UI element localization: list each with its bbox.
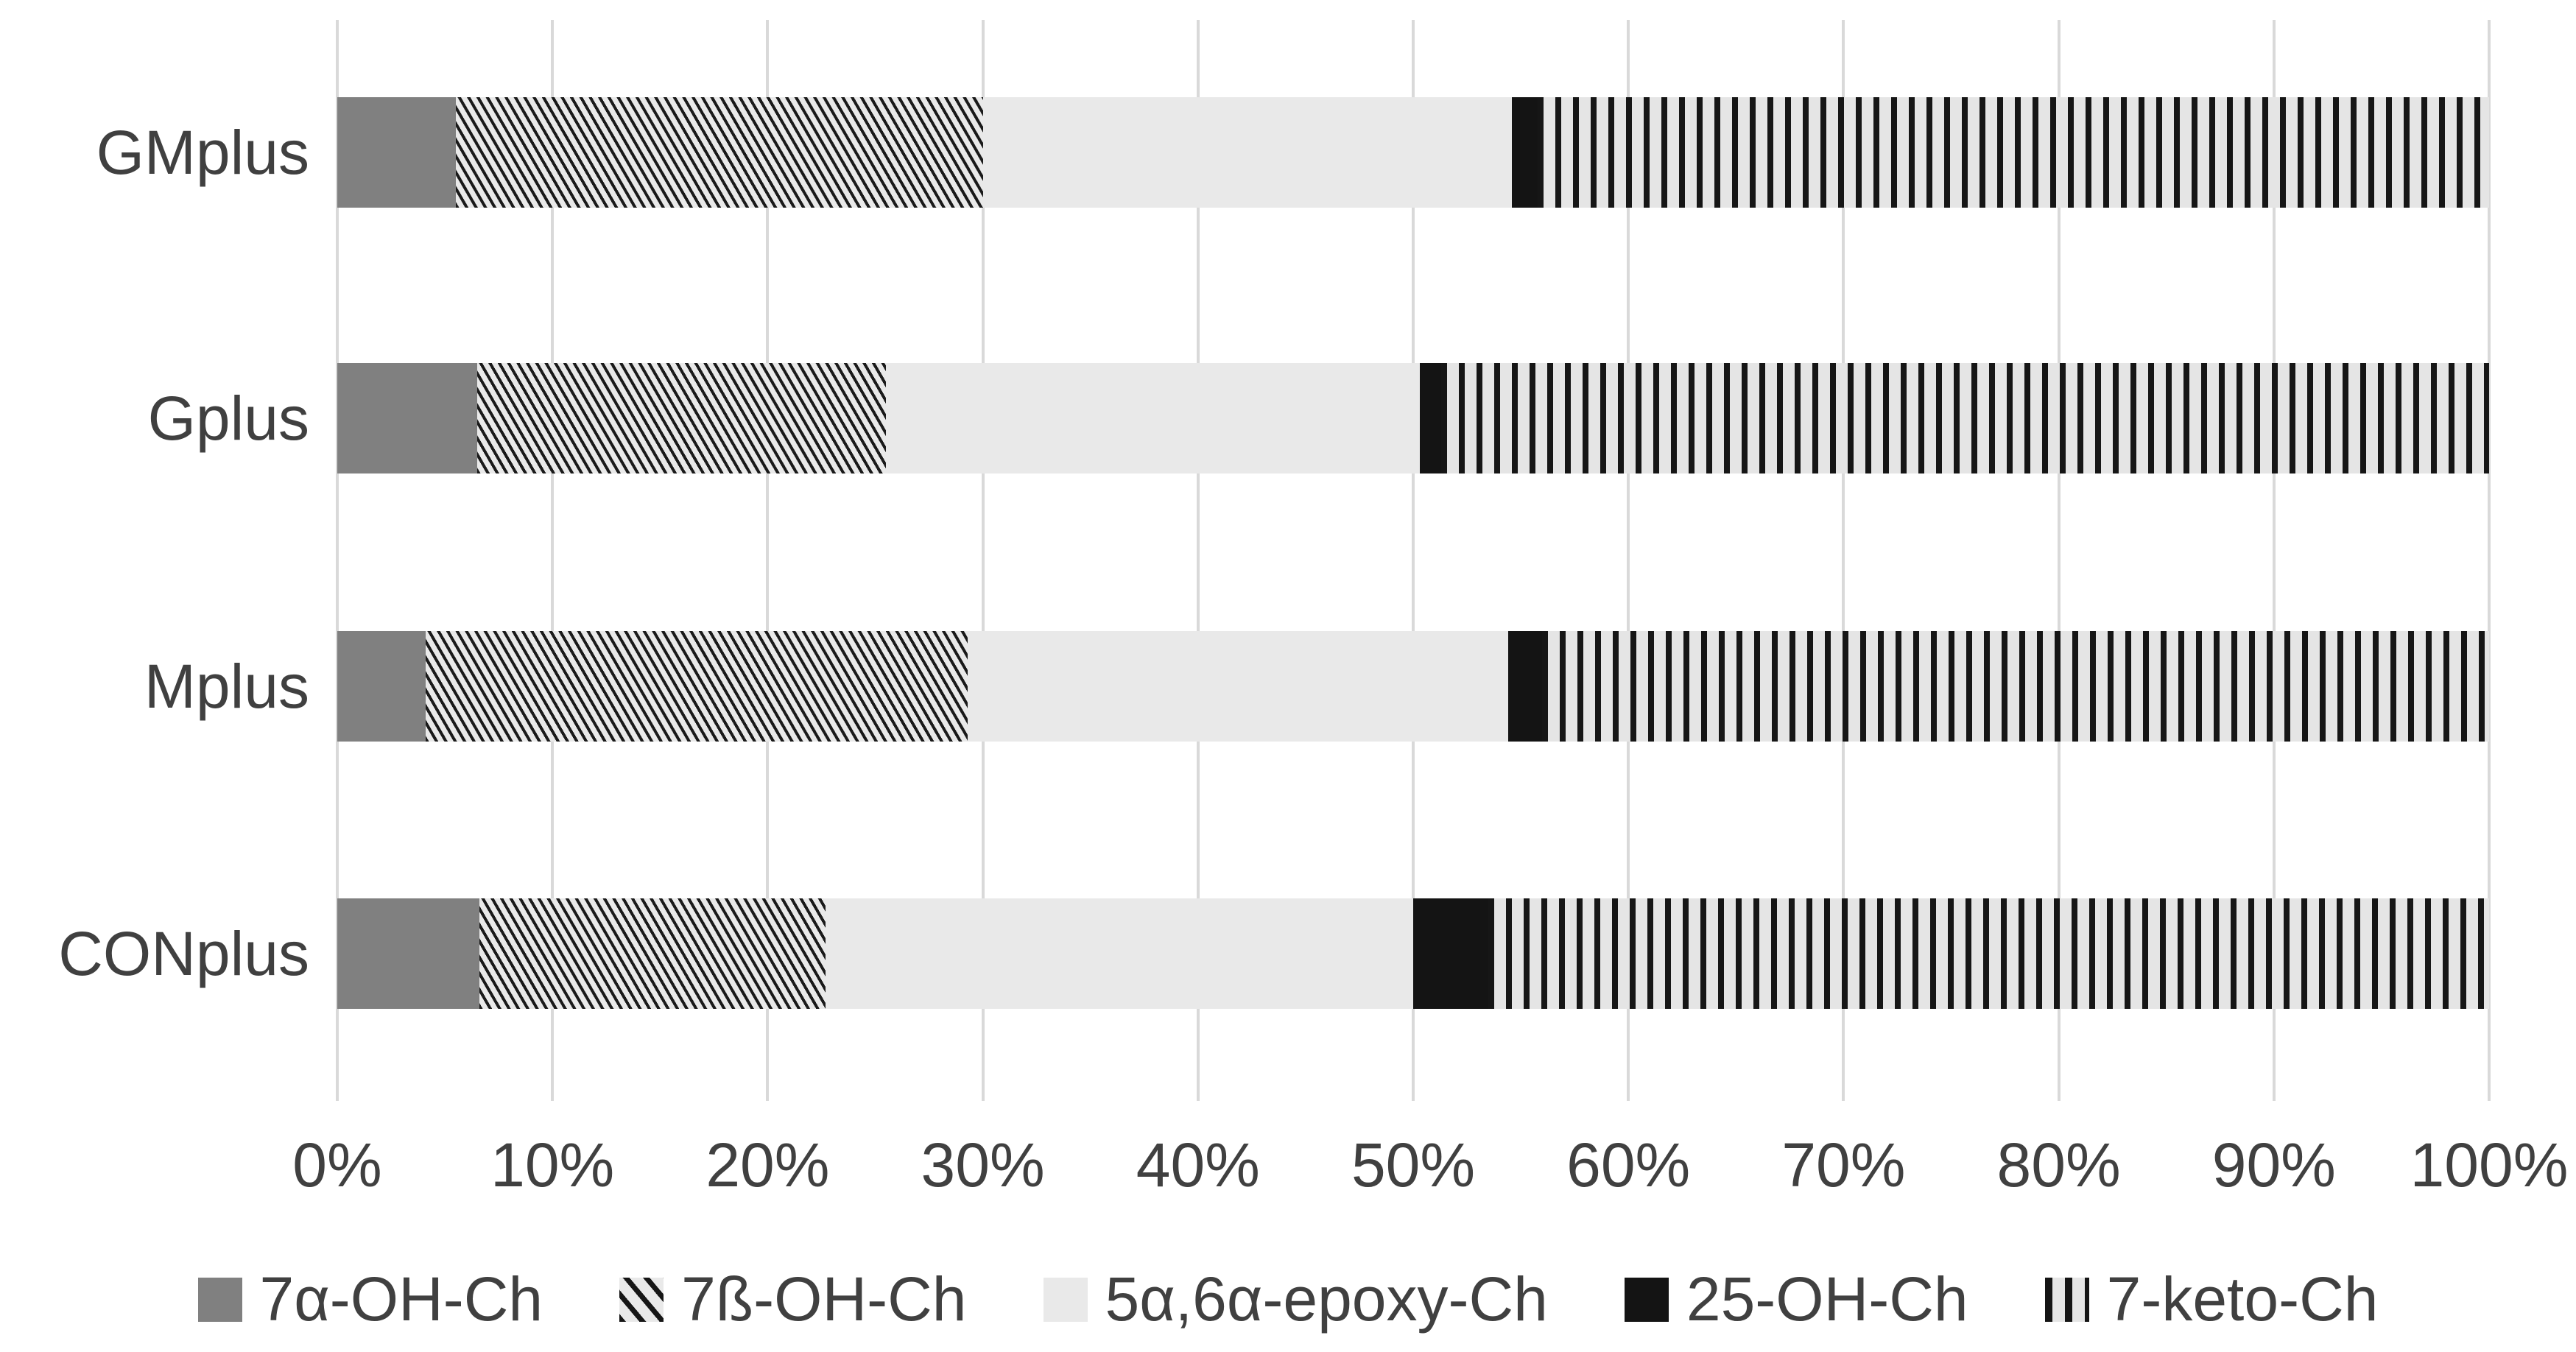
- gridline: [766, 20, 770, 1101]
- gridline: [2488, 20, 2491, 1101]
- gridline: [336, 20, 339, 1101]
- bar-row-gmplus: [337, 97, 2489, 208]
- legend-label: 7-keto-Ch: [2106, 1264, 2379, 1334]
- bar-segment: [479, 898, 826, 1009]
- legend-swatch-icon: [1043, 1277, 1088, 1322]
- bar-segment: [1538, 97, 2489, 208]
- legend-swatch-icon: [2044, 1277, 2089, 1322]
- gridline: [1842, 20, 1845, 1101]
- bar-segment: [337, 898, 479, 1009]
- legend-label: 7α-OH-Ch: [259, 1264, 543, 1334]
- category-label: Mplus: [144, 652, 309, 721]
- bar-segment: [1512, 97, 1538, 208]
- x-tick-label: 0%: [292, 1130, 382, 1200]
- bar-segment: [982, 97, 1513, 208]
- x-tick-label: 90%: [2211, 1130, 2336, 1200]
- legend-item: 7α-OH-Ch: [197, 1264, 543, 1335]
- category-label: CONplus: [58, 919, 309, 988]
- bar-segment: [337, 631, 426, 742]
- bar-segment: [337, 363, 477, 473]
- category-label: Gplus: [147, 384, 309, 453]
- bar-segment: [337, 97, 456, 208]
- bar-segment: [1488, 898, 2489, 1009]
- legend-item: 7-keto-Ch: [2044, 1264, 2379, 1335]
- gridline: [1412, 20, 1415, 1101]
- x-tick-label: 100%: [2410, 1130, 2569, 1200]
- plot-area: [336, 20, 2491, 1101]
- x-tick-label: 70%: [1781, 1130, 1906, 1200]
- bar-segment: [1440, 363, 2489, 473]
- bar-row-conplus: [337, 898, 2489, 1009]
- bar-segment: [886, 363, 1420, 473]
- legend-swatch-icon: [619, 1277, 664, 1322]
- legend-item: 5α,6α-epoxy-Ch: [1043, 1264, 1548, 1335]
- gridline: [1627, 20, 1630, 1101]
- legend-label: 7ß-OH-Ch: [681, 1264, 967, 1334]
- legend-swatch-icon: [1624, 1277, 1669, 1322]
- x-tick-label: 50%: [1351, 1130, 1476, 1200]
- legend-swatch-icon: [197, 1277, 242, 1322]
- bar-segment: [1542, 631, 2489, 742]
- gridline: [1196, 20, 1200, 1101]
- gridline: [2057, 20, 2061, 1101]
- bar-segment: [968, 631, 1508, 742]
- x-tick-label: 30%: [921, 1130, 1045, 1200]
- gridline: [551, 20, 555, 1101]
- bar-row-gplus: [337, 363, 2489, 473]
- bar-segment: [476, 363, 887, 473]
- category-label: GMplus: [96, 118, 309, 187]
- bar-segment: [425, 631, 968, 742]
- legend-label: 25-OH-Ch: [1686, 1264, 1968, 1334]
- legend-label: 5α,6α-epoxy-Ch: [1105, 1264, 1548, 1334]
- x-tick-label: 60%: [1566, 1130, 1691, 1200]
- bar-segment: [826, 898, 1413, 1009]
- x-tick-label: 10%: [490, 1130, 615, 1200]
- bar-segment: [455, 97, 983, 208]
- bar-row-mplus: [337, 631, 2489, 742]
- x-tick-label: 20%: [705, 1130, 830, 1200]
- legend: 7α-OH-Ch 7ß-OH-Ch 5α,6α-epoxy-Ch 25-OH-Ch 7-…: [0, 1264, 2576, 1335]
- gridline: [2272, 20, 2276, 1101]
- gridline: [981, 20, 985, 1101]
- legend-item: 25-OH-Ch: [1624, 1264, 1968, 1335]
- x-tick-label: 40%: [1136, 1130, 1260, 1200]
- bar-segment: [1507, 631, 1543, 742]
- bar-segment: [1419, 363, 1441, 473]
- legend-item: 7ß-OH-Ch: [619, 1264, 967, 1335]
- x-tick-label: 80%: [1996, 1130, 2121, 1200]
- bar-segment: [1412, 898, 1489, 1009]
